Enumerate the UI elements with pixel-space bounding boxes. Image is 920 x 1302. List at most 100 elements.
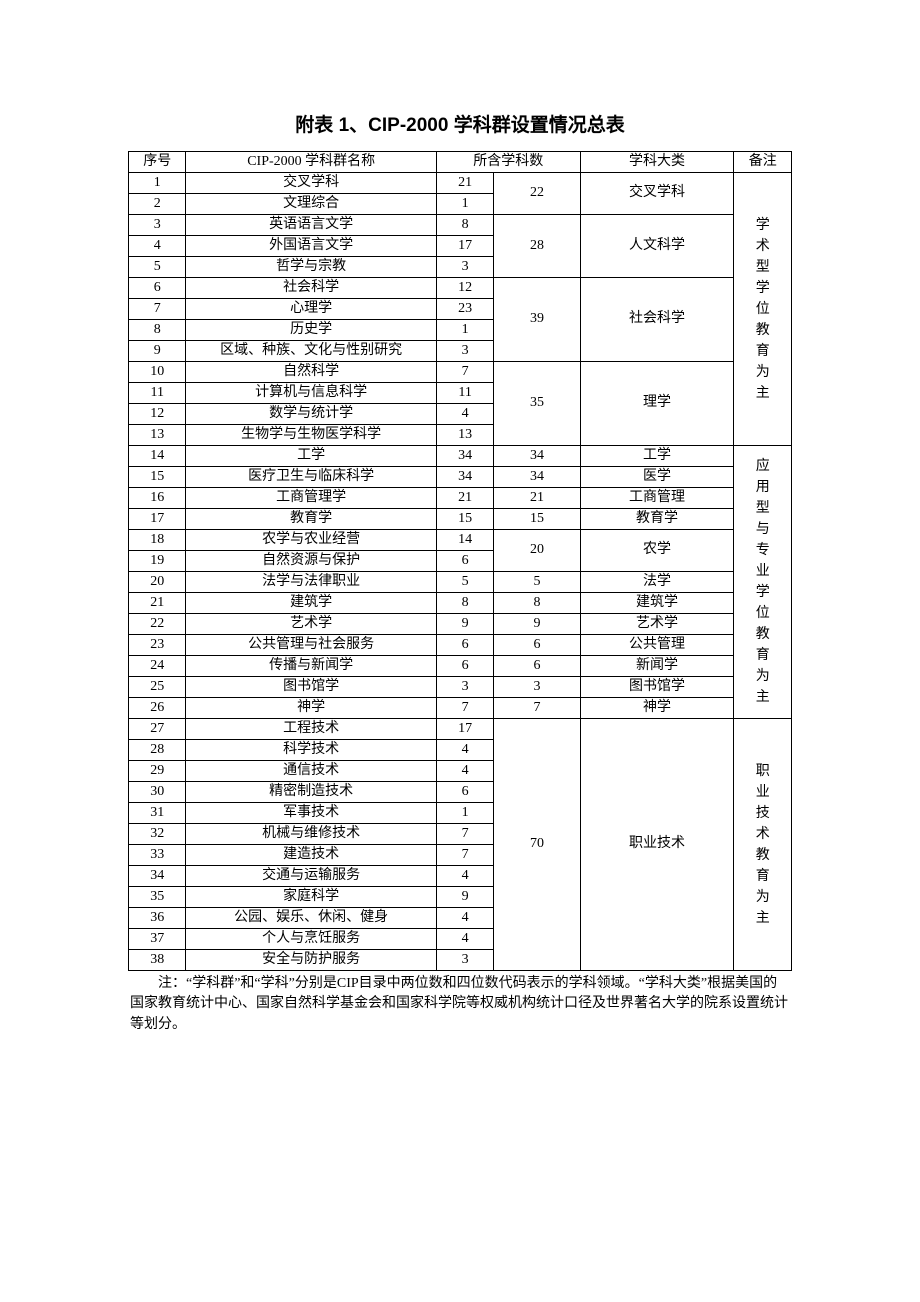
- cell-count: 23: [436, 299, 493, 320]
- cell-category: 图书馆学: [580, 677, 734, 698]
- cell-count: 4: [436, 740, 493, 761]
- cell-name: 农学与农业经营: [186, 530, 436, 551]
- table-row: 17教育学1515教育学: [129, 509, 792, 530]
- cell-count: 34: [436, 467, 493, 488]
- cell-name: 建筑学: [186, 593, 436, 614]
- cell-seq: 20: [129, 572, 186, 593]
- cell-category: 职业技术: [580, 719, 734, 971]
- cell-name: 军事技术: [186, 803, 436, 824]
- discipline-table: 序号 CIP-2000 学科群名称 所含学科数 学科大类 备注 1交叉学科212…: [128, 151, 792, 971]
- cell-category: 艺术学: [580, 614, 734, 635]
- cell-seq: 22: [129, 614, 186, 635]
- cell-count: 12: [436, 278, 493, 299]
- cell-name: 心理学: [186, 299, 436, 320]
- cell-count: 3: [436, 257, 493, 278]
- cell-seq: 33: [129, 845, 186, 866]
- cell-count: 21: [436, 488, 493, 509]
- cell-seq: 5: [129, 257, 186, 278]
- cell-category: 法学: [580, 572, 734, 593]
- cell-name: 区域、种族、文化与性别研究: [186, 341, 436, 362]
- table-row: 24传播与新闻学66新闻学: [129, 656, 792, 677]
- cell-name: 通信技术: [186, 761, 436, 782]
- header-count: 所含学科数: [436, 152, 580, 173]
- cell-seq: 31: [129, 803, 186, 824]
- cell-seq: 28: [129, 740, 186, 761]
- cell-name: 建造技术: [186, 845, 436, 866]
- table-row: 26神学77神学: [129, 698, 792, 719]
- cell-name: 医疗卫生与临床科学: [186, 467, 436, 488]
- cell-name: 法学与法律职业: [186, 572, 436, 593]
- cell-count: 8: [436, 215, 493, 236]
- table-row: 25图书馆学33图书馆学: [129, 677, 792, 698]
- cell-seq: 19: [129, 551, 186, 572]
- cell-seq: 3: [129, 215, 186, 236]
- cell-seq: 37: [129, 929, 186, 950]
- cell-category: 神学: [580, 698, 734, 719]
- cell-name: 神学: [186, 698, 436, 719]
- cell-seq: 38: [129, 950, 186, 971]
- cell-name: 英语语言文学: [186, 215, 436, 236]
- table-row: 20法学与法律职业55法学: [129, 572, 792, 593]
- cell-seq: 11: [129, 383, 186, 404]
- cell-category: 社会科学: [580, 278, 734, 362]
- cell-name: 科学技术: [186, 740, 436, 761]
- cell-subtotal: 20: [494, 530, 580, 572]
- cell-count: 17: [436, 719, 493, 740]
- table-row: 10自然科学735理学: [129, 362, 792, 383]
- cell-count: 4: [436, 866, 493, 887]
- cell-category: 工商管理: [580, 488, 734, 509]
- cell-seq: 7: [129, 299, 186, 320]
- cell-count: 4: [436, 929, 493, 950]
- cell-note: 学术型学位教育为主: [734, 173, 792, 446]
- cell-seq: 21: [129, 593, 186, 614]
- cell-subtotal: 9: [494, 614, 580, 635]
- cell-name: 数学与统计学: [186, 404, 436, 425]
- cell-subtotal: 8: [494, 593, 580, 614]
- cell-name: 自然资源与保护: [186, 551, 436, 572]
- cell-seq: 6: [129, 278, 186, 299]
- cell-seq: 25: [129, 677, 186, 698]
- cell-seq: 23: [129, 635, 186, 656]
- table-row: 6社会科学1239社会科学: [129, 278, 792, 299]
- cell-seq: 2: [129, 194, 186, 215]
- cell-count: 4: [436, 404, 493, 425]
- cell-seq: 17: [129, 509, 186, 530]
- cell-count: 7: [436, 362, 493, 383]
- cell-subtotal: 5: [494, 572, 580, 593]
- cell-count: 3: [436, 677, 493, 698]
- cell-name: 公共管理与社会服务: [186, 635, 436, 656]
- cell-seq: 32: [129, 824, 186, 845]
- cell-seq: 13: [129, 425, 186, 446]
- cell-subtotal: 15: [494, 509, 580, 530]
- table-row: 3英语语言文学828人文科学: [129, 215, 792, 236]
- table-row: 16工商管理学2121工商管理: [129, 488, 792, 509]
- cell-seq: 4: [129, 236, 186, 257]
- cell-subtotal: 34: [494, 446, 580, 467]
- cell-name: 计算机与信息科学: [186, 383, 436, 404]
- cell-name: 艺术学: [186, 614, 436, 635]
- cell-subtotal: 7: [494, 698, 580, 719]
- cell-count: 1: [436, 194, 493, 215]
- cell-count: 3: [436, 341, 493, 362]
- cell-seq: 1: [129, 173, 186, 194]
- cell-seq: 10: [129, 362, 186, 383]
- cell-seq: 29: [129, 761, 186, 782]
- cell-category: 交叉学科: [580, 173, 734, 215]
- table-row: 18农学与农业经营1420农学: [129, 530, 792, 551]
- cell-count: 6: [436, 635, 493, 656]
- cell-subtotal: 70: [494, 719, 580, 971]
- table-row: 15医疗卫生与临床科学3434医学: [129, 467, 792, 488]
- cell-count: 21: [436, 173, 493, 194]
- table-row: 23公共管理与社会服务66公共管理: [129, 635, 792, 656]
- cell-seq: 26: [129, 698, 186, 719]
- cell-name: 外国语言文学: [186, 236, 436, 257]
- cell-seq: 15: [129, 467, 186, 488]
- header-note: 备注: [734, 152, 792, 173]
- cell-count: 14: [436, 530, 493, 551]
- header-seq: 序号: [129, 152, 186, 173]
- cell-count: 7: [436, 824, 493, 845]
- cell-count: 7: [436, 698, 493, 719]
- cell-count: 7: [436, 845, 493, 866]
- cell-subtotal: 6: [494, 656, 580, 677]
- cell-name: 传播与新闻学: [186, 656, 436, 677]
